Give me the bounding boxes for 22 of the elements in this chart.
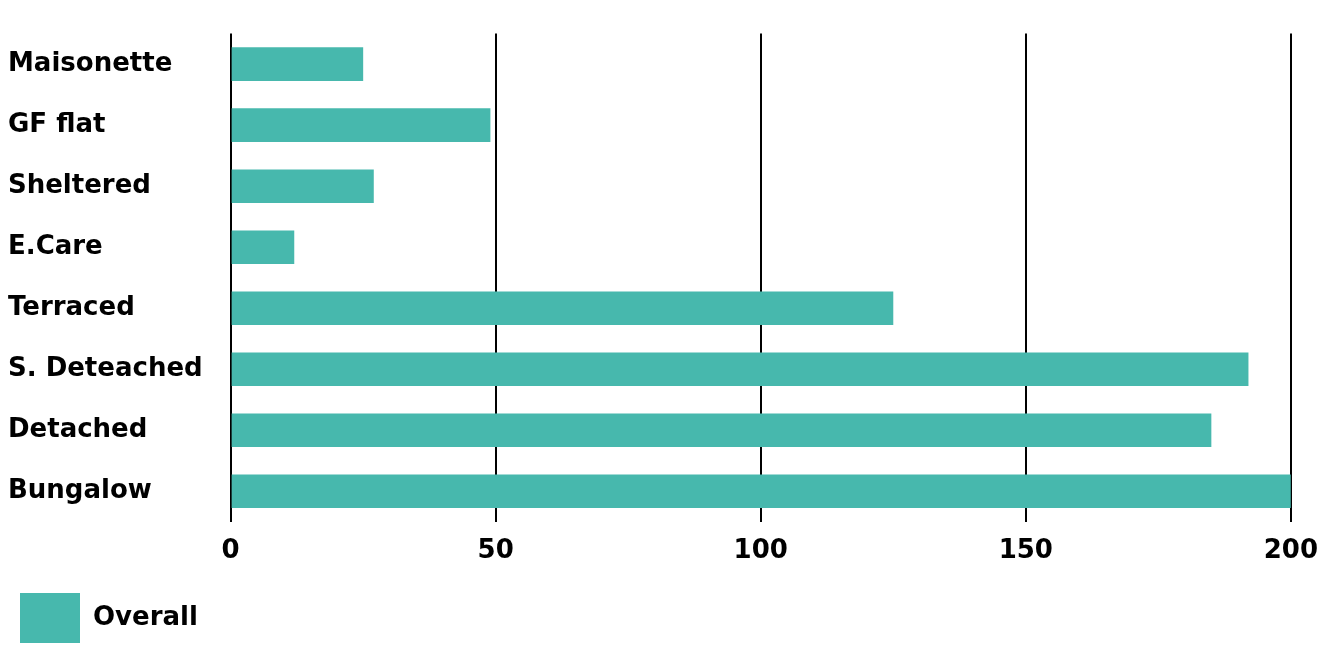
y-tick-label: Detached bbox=[8, 413, 148, 444]
y-tick-label: S. Deteached bbox=[8, 351, 203, 382]
bar bbox=[231, 230, 295, 264]
y-tick-label: Sheltered bbox=[8, 168, 151, 199]
y-tick-label: E.Care bbox=[8, 229, 103, 260]
bar bbox=[231, 108, 491, 142]
bar bbox=[231, 47, 364, 81]
bar bbox=[231, 352, 1249, 387]
bar bbox=[231, 413, 1212, 448]
y-tick-label: Maisonette bbox=[8, 46, 173, 77]
x-tick-label: 50 bbox=[477, 534, 514, 565]
bar bbox=[231, 474, 1291, 509]
x-tick-label: 0 bbox=[221, 534, 240, 565]
y-tick-label: Terraced bbox=[8, 290, 135, 321]
y-tick-label: Bungalow bbox=[8, 474, 152, 505]
bar bbox=[231, 169, 374, 203]
x-tick-label: 150 bbox=[998, 534, 1053, 565]
bar bbox=[231, 291, 894, 325]
x-tick-label: 100 bbox=[733, 534, 788, 565]
x-tick-label: 200 bbox=[1263, 534, 1318, 565]
legend-label: Overall bbox=[93, 600, 198, 631]
y-tick-label: GF flat bbox=[8, 107, 106, 138]
